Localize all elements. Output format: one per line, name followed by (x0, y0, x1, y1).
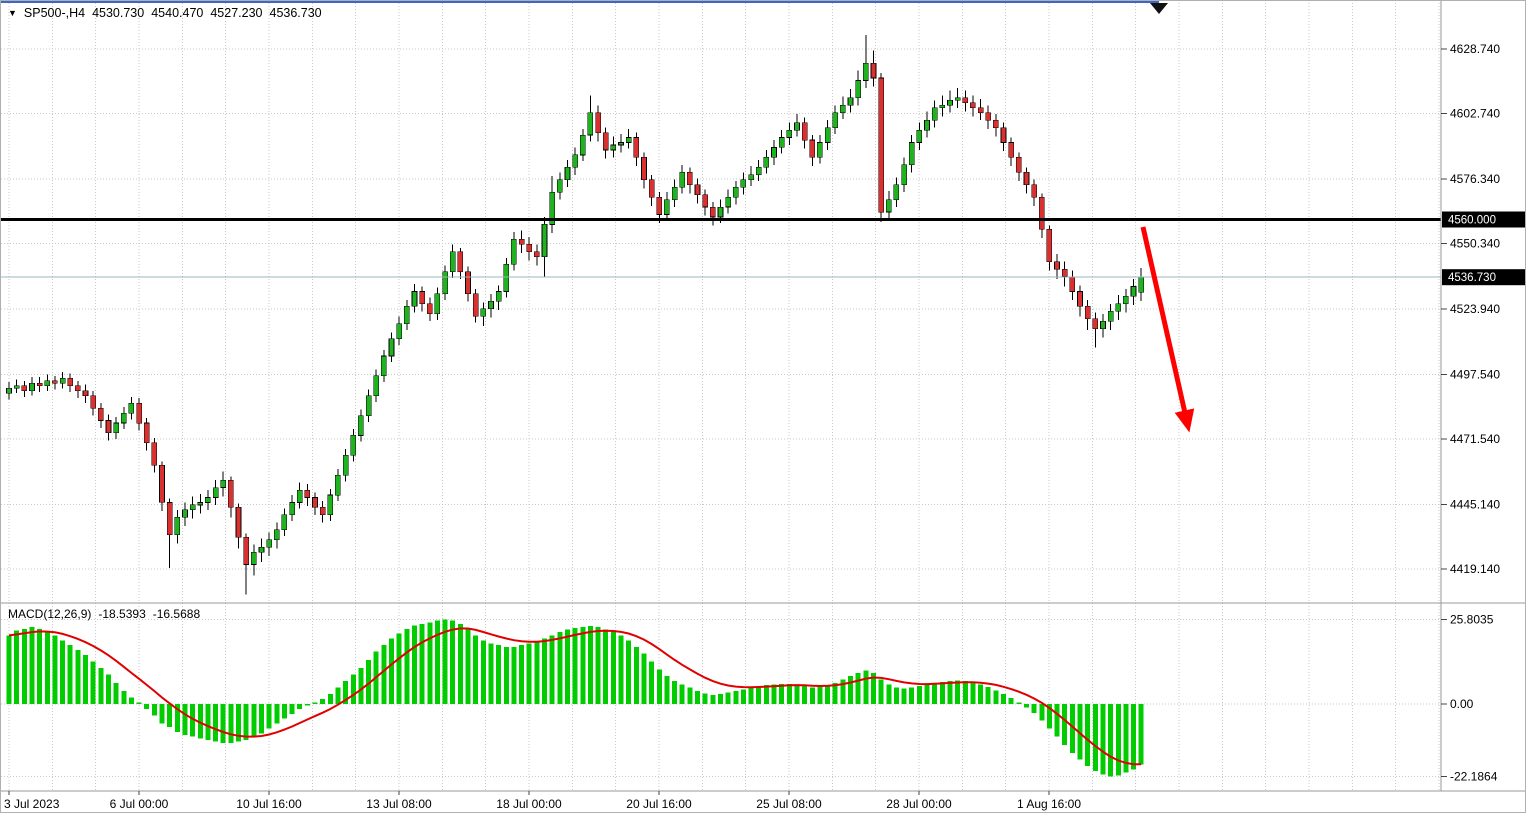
macd-histogram (6, 619, 1144, 777)
symbol-info-bar: ▼ SP500-,H4 4530.730 4540.470 4527.230 4536.7… (8, 6, 329, 20)
svg-text:20 Jul 16:00: 20 Jul 16:00 (626, 797, 692, 811)
current-price-tag: 4536.730 (1442, 269, 1525, 286)
svg-text:0.00: 0.00 (1450, 697, 1474, 711)
gridlines (1, 3, 1441, 791)
svg-text:10 Jul 16:00: 10 Jul 16:00 (236, 797, 302, 811)
ohlc-low: 4527.230 (210, 6, 263, 20)
macd-signal-value: -16.5688 (152, 607, 201, 621)
hline-price-tag: 4560.000 (1442, 211, 1525, 228)
svg-text:4497.540: 4497.540 (1450, 368, 1500, 382)
macd-value: -18.5393 (98, 607, 146, 621)
dropdown-icon[interactable]: ▼ (8, 8, 17, 18)
trend-arrow[interactable] (1140, 226, 1195, 433)
svg-text:4550.340: 4550.340 (1450, 236, 1500, 250)
svg-text:6 Jul 00:00: 6 Jul 00:00 (110, 797, 169, 811)
svg-text:4523.940: 4523.940 (1450, 302, 1500, 316)
svg-text:1 Aug 16:00: 1 Aug 16:00 (1017, 797, 1081, 811)
time-axis: 3 Jul 2023 6 Jul 00:00 10 Jul 16:00 13 Jul … (4, 791, 1081, 811)
svg-text:4628.740: 4628.740 (1450, 42, 1500, 56)
svg-text:25.8035: 25.8035 (1450, 613, 1494, 627)
svg-text:28 Jul 00:00: 28 Jul 00:00 (886, 797, 952, 811)
macd-signal-line (8, 627, 1142, 766)
svg-text:4560.000: 4560.000 (1448, 215, 1496, 227)
svg-text:4602.740: 4602.740 (1450, 106, 1500, 120)
svg-text:25 Jul 08:00: 25 Jul 08:00 (756, 797, 822, 811)
svg-text:4536.730: 4536.730 (1448, 272, 1496, 284)
svg-text:4471.540: 4471.540 (1450, 432, 1500, 446)
svg-text:13 Jul 08:00: 13 Jul 08:00 (366, 797, 432, 811)
svg-text:4445.140: 4445.140 (1450, 498, 1500, 512)
symbol-timeframe: SP500-,H4 (23, 6, 86, 20)
price-axis: 4628.740 4602.740 4576.340 4550.340 4523.940… (1441, 42, 1500, 784)
candles[interactable] (6, 35, 1144, 595)
ohlc-high: 4540.470 (151, 6, 204, 20)
ohlc-open: 4530.730 (92, 6, 145, 20)
macd-label: MACD(12,26,9) (8, 607, 92, 621)
svg-text:3 Jul 2023: 3 Jul 2023 (4, 797, 60, 811)
svg-text:4576.340: 4576.340 (1450, 172, 1500, 186)
ohlc-close: 4536.730 (269, 6, 322, 20)
svg-text:4419.140: 4419.140 (1450, 562, 1500, 576)
svg-text:-22.1864: -22.1864 (1450, 770, 1498, 784)
macd-info-bar: MACD(12,26,9) -18.5393 -16.5688 (8, 607, 207, 621)
svg-text:18 Jul 00:00: 18 Jul 00:00 (496, 797, 562, 811)
chart-shift-marker[interactable] (1150, 3, 1168, 14)
